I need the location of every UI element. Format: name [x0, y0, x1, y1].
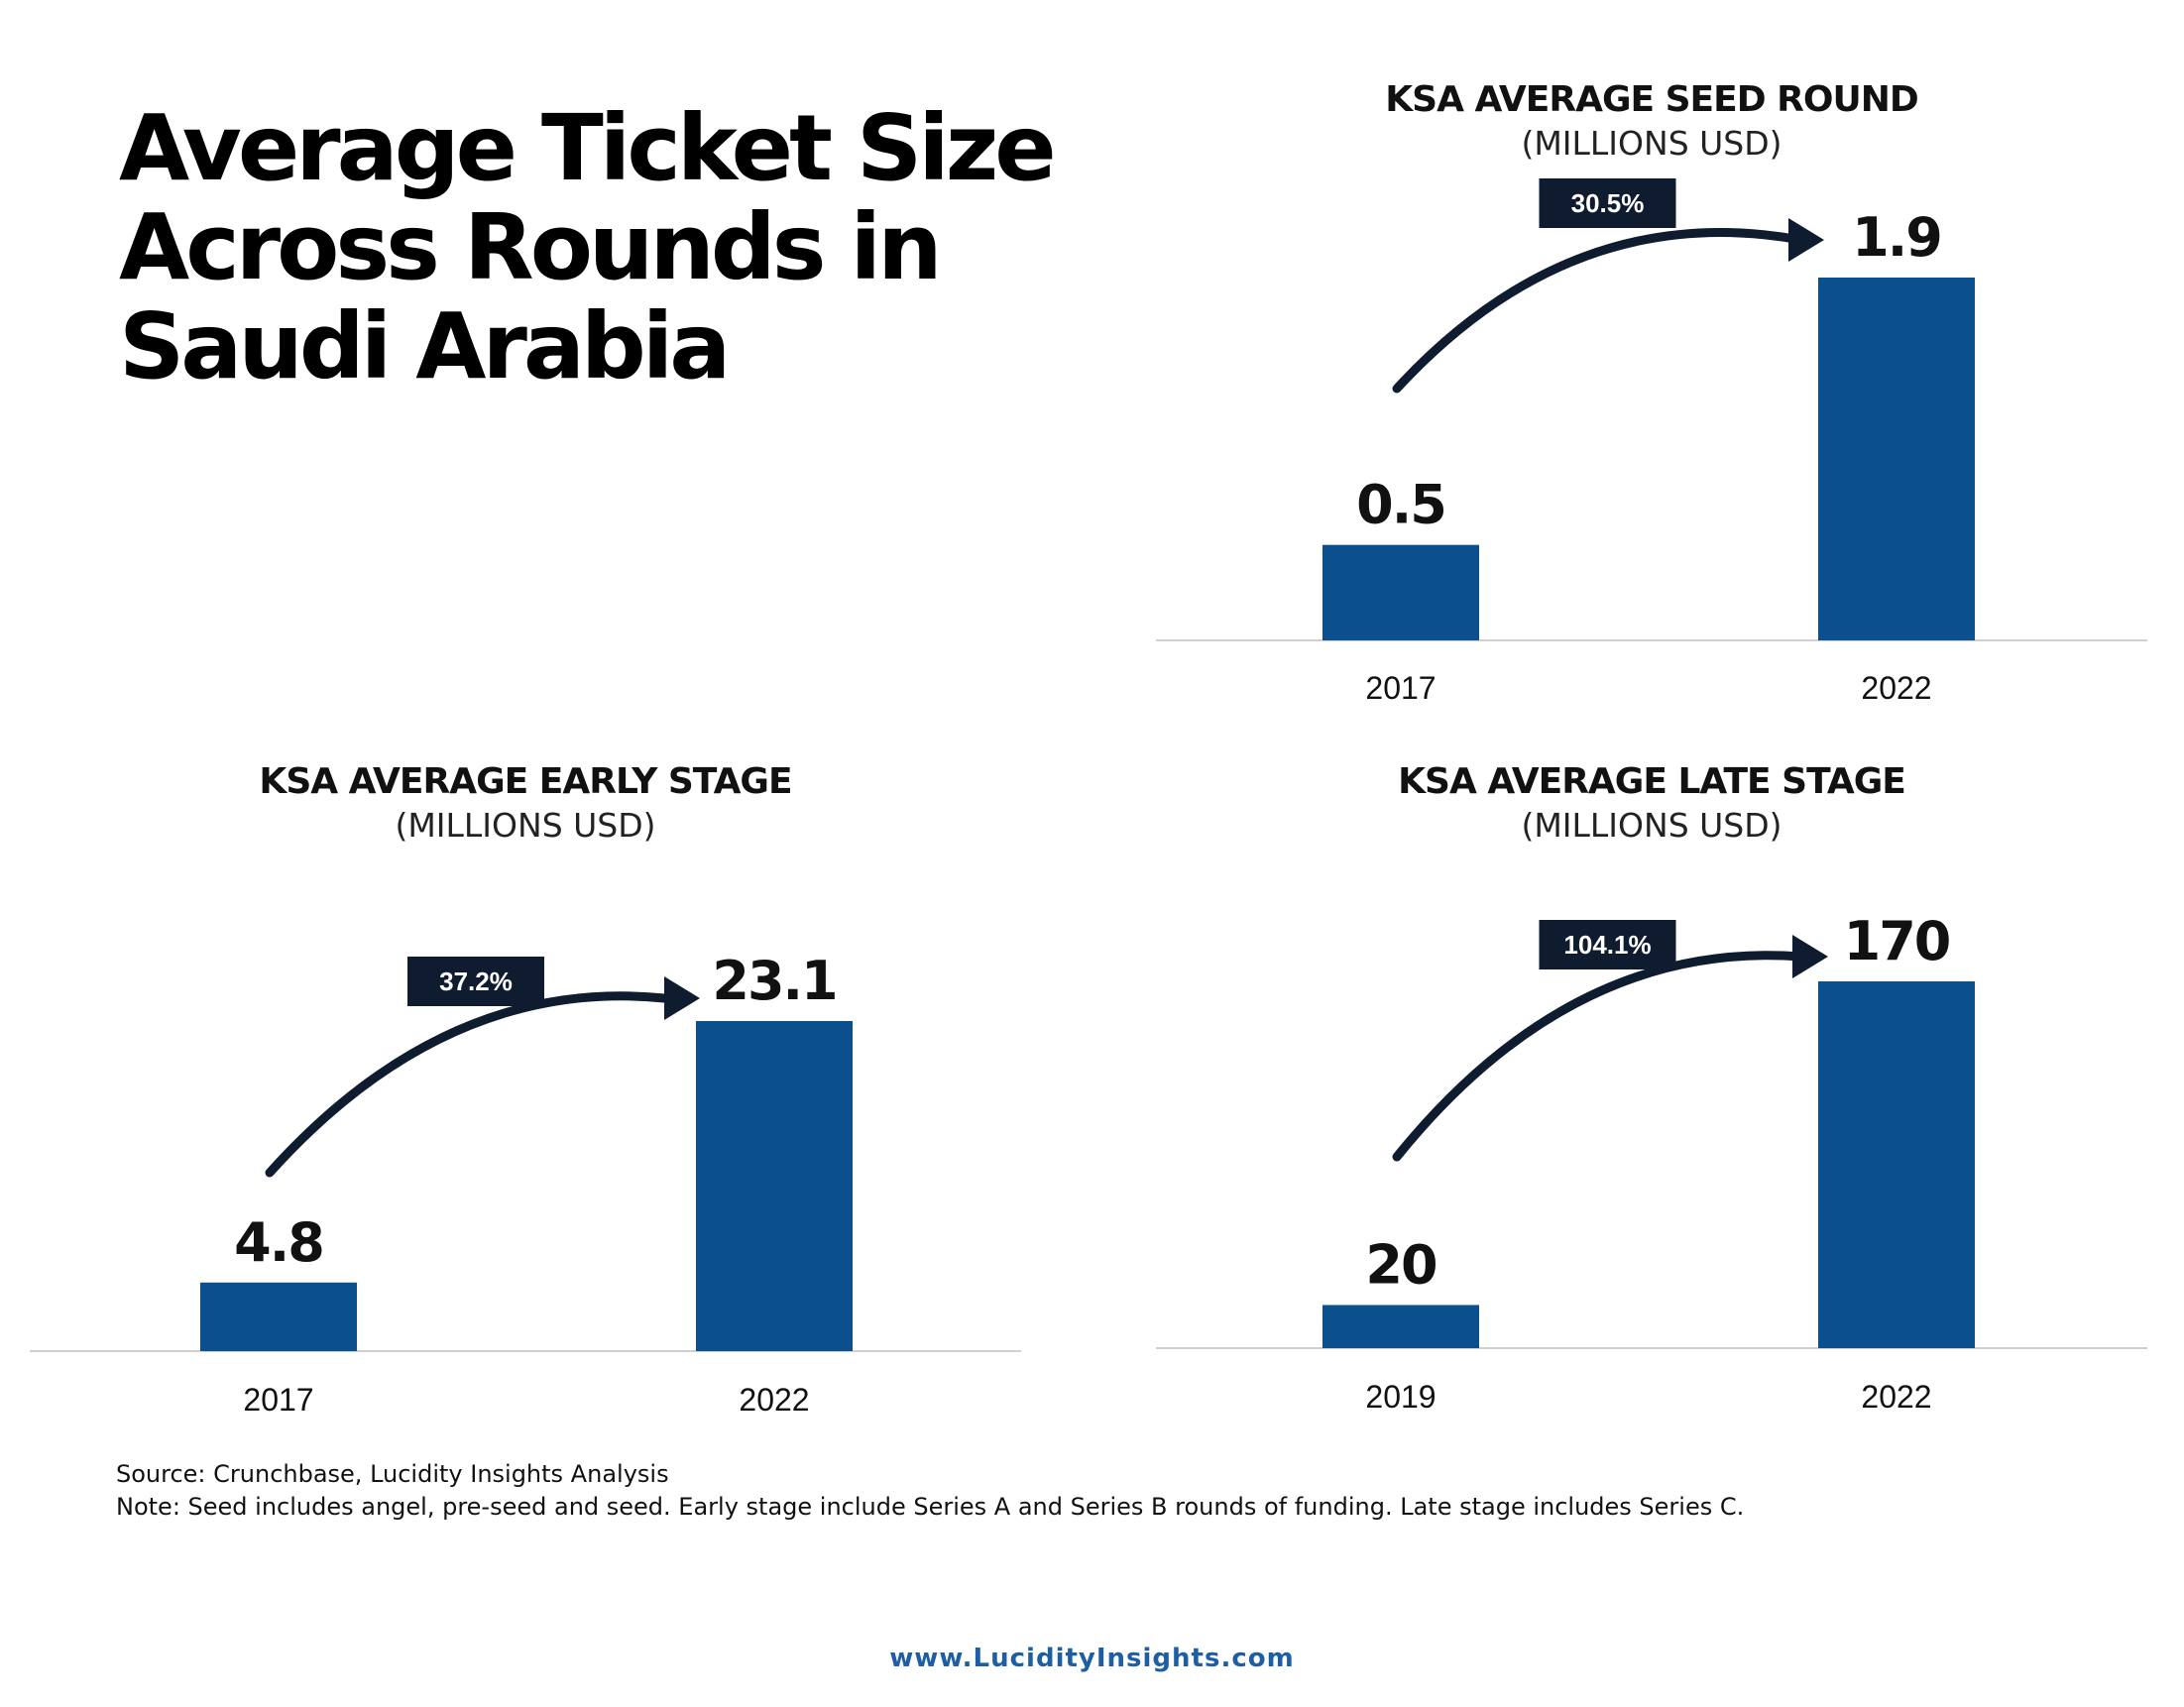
- arrow-head-icon: [664, 976, 700, 1020]
- bar: [200, 1282, 357, 1351]
- arrow-head-icon: [1792, 935, 1828, 978]
- tick-label: 2022: [1861, 1379, 1931, 1415]
- source-note: Source: Crunchbase, Lucidity Insights An…: [116, 1460, 669, 1488]
- chart-subtitle: (MILLIONS USD): [1521, 124, 1782, 163]
- bar: [1322, 544, 1479, 640]
- tick-label: 2017: [1365, 670, 1436, 706]
- growth-label: 37.2%: [439, 967, 513, 996]
- data-label: 4.8: [234, 1211, 323, 1274]
- data-label: 0.5: [1356, 474, 1445, 536]
- growth-badge: [1539, 178, 1676, 228]
- tick-label: 2017: [243, 1382, 313, 1418]
- growth-arrow: [265, 991, 669, 1178]
- bar: [696, 1021, 853, 1351]
- definition-note: Note: Seed includes angel, pre-seed and …: [116, 1493, 1745, 1521]
- chart-title: KSA AVERAGE EARLY STAGE: [259, 761, 792, 802]
- chart-plot: 4.8 2017 23.1 2022 37.2%: [30, 950, 1021, 1418]
- growth-badge: [407, 957, 544, 1006]
- early-stage-chart: KSA AVERAGE EARLY STAGE (MILLIONS USD) 4…: [30, 714, 1021, 1427]
- data-label: 23.1: [712, 950, 836, 1012]
- chart-title: KSA AVERAGE LATE STAGE: [1398, 761, 1906, 802]
- data-label: 1.9: [1852, 206, 1941, 269]
- chart-plot: 0.5 2017 1.9 2022 30.5%: [1156, 178, 2147, 706]
- website-link[interactable]: www.LucidityInsights.com: [889, 1644, 1295, 1673]
- chart-title: KSA AVERAGE SEED ROUND: [1385, 79, 1918, 120]
- data-label: 170: [1844, 910, 1950, 972]
- bar: [1818, 981, 1975, 1348]
- data-label: 20: [1365, 1233, 1436, 1296]
- seed-round-chart: KSA AVERAGE SEED ROUND (MILLIONS USD) 0.…: [1156, 0, 2147, 714]
- late-stage-chart: KSA AVERAGE LATE STAGE (MILLIONS USD) 20…: [1156, 714, 2147, 1427]
- tick-label: 2022: [739, 1382, 809, 1418]
- growth-badge: [1539, 920, 1676, 969]
- arrow-head-icon: [1788, 218, 1824, 262]
- chart-subtitle: (MILLIONS USD): [395, 806, 656, 845]
- growth-label: 104.1%: [1563, 930, 1651, 960]
- growth-arrow: [1392, 951, 1805, 1162]
- bar: [1322, 1305, 1479, 1348]
- chart-plot: 20 2019 170 2022 104.1%: [1156, 910, 2147, 1415]
- chart-subtitle: (MILLIONS USD): [1521, 806, 1782, 845]
- tick-label: 2019: [1365, 1379, 1436, 1415]
- page-title: Average Ticket Size Across Rounds in Sau…: [119, 95, 1057, 399]
- tick-label: 2022: [1861, 670, 1931, 706]
- growth-arrow: [1392, 227, 1805, 394]
- bar: [1818, 278, 1975, 640]
- growth-label: 30.5%: [1571, 188, 1645, 218]
